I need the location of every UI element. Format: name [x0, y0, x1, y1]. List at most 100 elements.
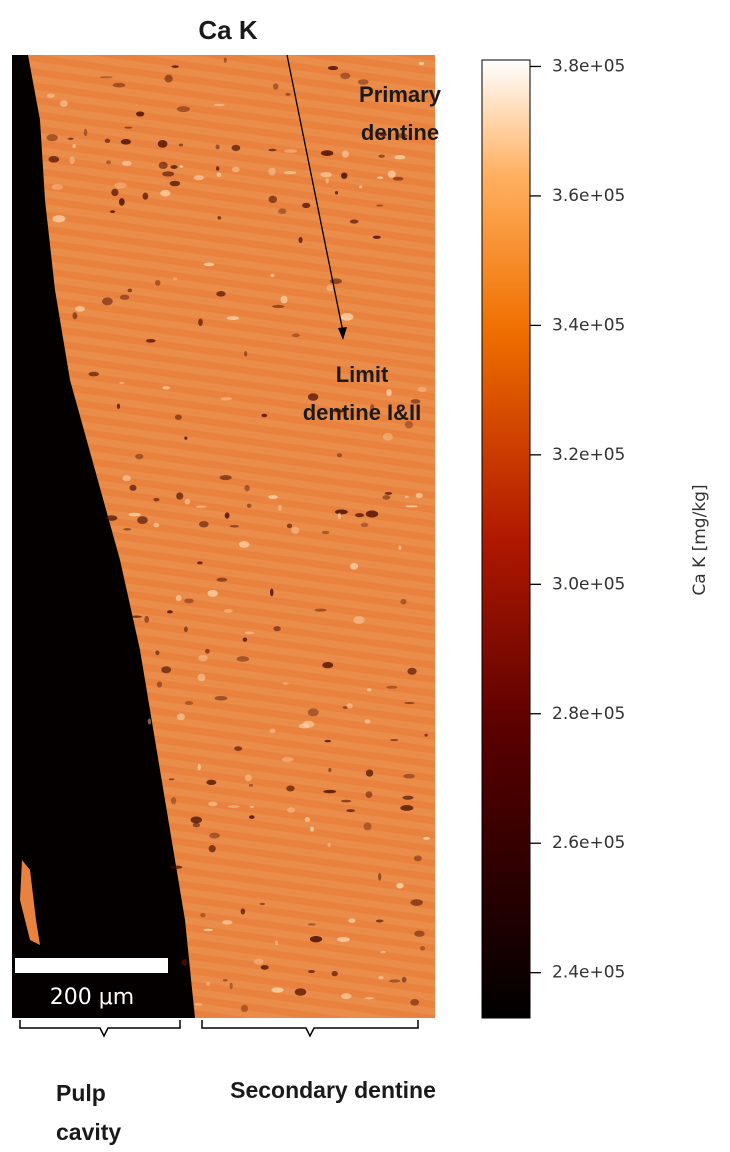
texture-spot	[162, 171, 175, 177]
texture-spot	[194, 1002, 203, 1006]
texture-spot	[389, 979, 401, 983]
texture-spot	[174, 414, 182, 420]
texture-spot	[278, 208, 287, 215]
texture-spot	[395, 133, 408, 139]
texture-spot	[384, 492, 393, 495]
texture-spot	[176, 492, 184, 500]
texture-spot	[268, 148, 277, 152]
texture-spot	[337, 512, 342, 520]
texture-spot	[346, 809, 356, 813]
texture-spot	[157, 139, 168, 148]
annotation-line: Secondary dentine	[230, 1077, 436, 1103]
texture-spot	[403, 773, 415, 779]
texture-spot	[366, 688, 372, 692]
texture-spot	[325, 178, 329, 184]
texture-spot	[327, 842, 331, 847]
texture-spot	[341, 993, 352, 1000]
texture-spot	[407, 667, 417, 675]
texture-spot	[198, 521, 209, 528]
texture-spot	[137, 516, 148, 525]
texture-spot	[340, 313, 354, 321]
texture-spot	[121, 160, 132, 166]
pulp-fragment	[20, 860, 40, 945]
texture-spot	[112, 82, 126, 88]
texture-spot	[197, 673, 206, 682]
texture-spot	[394, 155, 406, 160]
texture-spot	[200, 913, 206, 918]
texture-spot	[418, 61, 425, 66]
brace	[201, 1020, 419, 1038]
texture-spot	[231, 166, 240, 173]
texture-spot	[389, 738, 399, 742]
texture-spot	[226, 316, 240, 321]
texture-spot	[106, 515, 118, 521]
texture-spot	[320, 150, 334, 157]
texture-spot	[341, 799, 352, 803]
texture-spot	[216, 166, 220, 171]
texture-spot	[203, 928, 214, 932]
texture-spot	[69, 156, 75, 165]
texture-spot	[286, 785, 295, 792]
texture-spot	[88, 371, 99, 377]
texture-spot	[167, 610, 173, 614]
texture-spot	[268, 495, 278, 500]
texture-spot	[342, 706, 349, 709]
scale-bar	[15, 958, 168, 973]
texture-spot	[198, 318, 203, 327]
texture-spot	[231, 144, 241, 152]
texture-spot	[291, 333, 300, 338]
texture-spot	[183, 626, 188, 633]
texture-spot	[244, 484, 250, 492]
texture-spot	[336, 453, 343, 458]
texture-spot	[196, 561, 203, 565]
texture-spot	[203, 262, 215, 267]
texture-spot	[370, 404, 375, 412]
texture-spot	[414, 930, 425, 937]
texture-spot	[162, 386, 171, 390]
annotation-line: Pulp	[56, 1080, 106, 1106]
texture-spot	[205, 648, 210, 654]
texture-spot	[323, 789, 337, 794]
texture-spot	[404, 420, 414, 429]
texture-spot	[213, 103, 225, 107]
texture-spot	[220, 397, 233, 401]
texture-spot	[195, 505, 207, 508]
texture-spot	[246, 503, 252, 508]
texture-spot	[72, 143, 76, 149]
texture-spot	[176, 713, 185, 721]
texture-spot	[227, 805, 240, 808]
texture-spot	[386, 389, 392, 396]
texture-spot	[327, 66, 339, 71]
texture-spot	[214, 695, 228, 701]
texture-spot	[158, 161, 168, 170]
texture-spot	[242, 637, 248, 642]
element-map	[12, 55, 435, 1018]
texture-spot	[387, 170, 396, 178]
texture-spot	[178, 143, 184, 147]
tick-label: 3.8e+05	[552, 56, 625, 76]
texture-spot	[398, 545, 402, 551]
texture-spot	[405, 505, 418, 508]
texture-spot	[380, 950, 386, 954]
texture-spot	[250, 805, 254, 809]
tick-label: 3.6e+05	[552, 186, 625, 206]
texture-spot	[326, 284, 334, 292]
texture-spot	[142, 192, 149, 200]
texture-spot	[223, 57, 227, 63]
texture-spot	[229, 525, 239, 528]
texture-spot	[164, 74, 173, 83]
annotation-line: dentine	[361, 120, 439, 145]
texture-spot	[109, 210, 116, 214]
texture-spot	[286, 523, 293, 529]
colorbar-label: Ca K [mg/kg]	[690, 484, 710, 595]
tick-label: 3.2e+05	[552, 445, 625, 465]
texture-spot	[124, 126, 133, 129]
texture-spot	[129, 484, 137, 491]
texture-spot	[360, 522, 369, 527]
texture-spot	[400, 805, 414, 811]
texture-spot	[192, 822, 201, 828]
texture-spot	[130, 615, 142, 618]
texture-spot	[154, 280, 161, 286]
texture-spot	[240, 1004, 249, 1013]
